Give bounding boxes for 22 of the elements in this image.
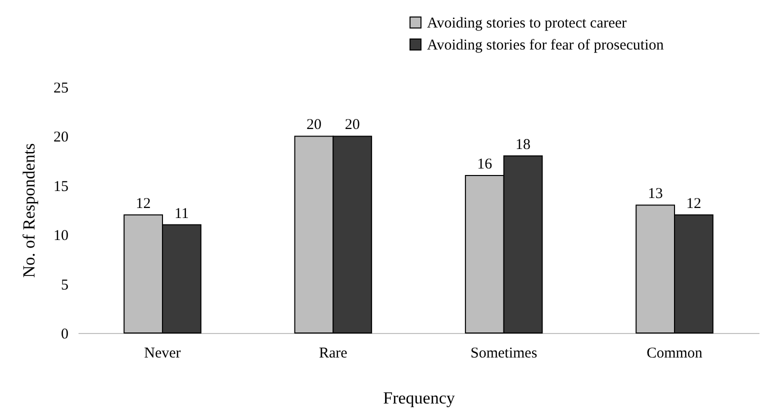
data-label: 11 [174,206,189,222]
data-label: 16 [477,156,493,173]
data-label: 12 [686,196,702,212]
y-tick-label: 25 [54,80,68,96]
x-axis-title: Frequency [383,388,456,408]
data-label: 20 [344,117,360,134]
x-tick-label: Common [646,346,703,362]
data-label: 12 [136,196,151,212]
legend-label: Avoiding stories for fear of prosecution [427,38,664,54]
data-label: 18 [516,136,531,153]
data-label: 20 [306,117,322,134]
data-label: 13 [648,186,663,202]
x-tick-label: Never [144,346,181,362]
y-tick-label: 20 [54,130,68,146]
y-tick-label: 5 [61,277,68,294]
y-axis-title: No. of Respondents [20,143,38,278]
y-tick-label: 0 [61,326,68,342]
x-tick-label: Sometimes [470,346,538,362]
legend-label: Avoiding stories to protect career [427,16,627,32]
x-tick-label: Rare [319,346,348,362]
y-tick-label: 15 [54,178,68,195]
y-tick-label: 10 [54,228,68,244]
